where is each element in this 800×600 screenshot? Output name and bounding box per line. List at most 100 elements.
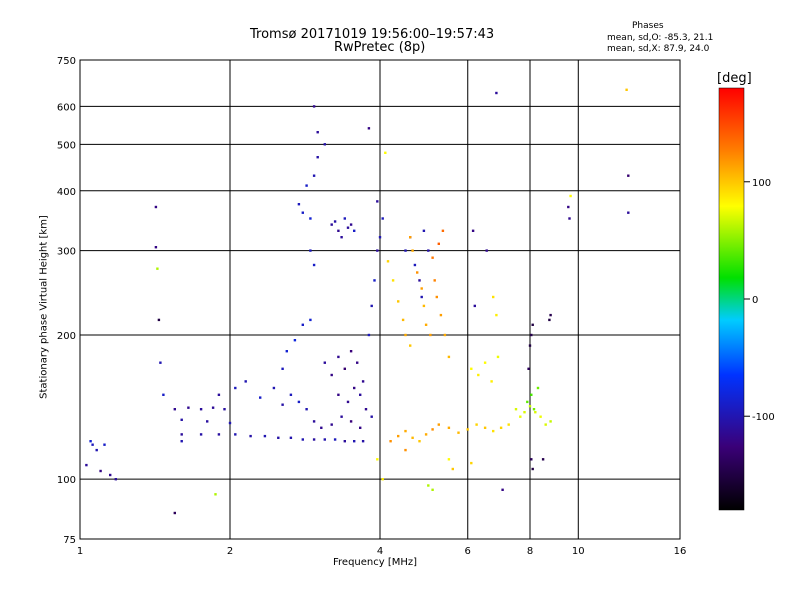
data-point bbox=[99, 469, 102, 473]
data-point bbox=[259, 396, 262, 399]
data-point bbox=[433, 279, 436, 282]
phases-o-mode-stats: mean, sd,O: -85.3, 21.1 bbox=[607, 33, 714, 43]
x-tick-label: 4 bbox=[377, 546, 383, 557]
y-tick-label: 500 bbox=[57, 140, 76, 151]
data-point bbox=[337, 355, 340, 359]
x-tick-label: 10 bbox=[572, 546, 585, 557]
y-tick-label: 400 bbox=[57, 187, 76, 198]
data-point bbox=[397, 300, 400, 303]
data-point bbox=[627, 211, 630, 214]
data-point bbox=[429, 333, 432, 337]
data-point bbox=[180, 418, 183, 421]
data-point bbox=[495, 313, 498, 317]
chart-title: Tromsø 20171019 19:56:00–19:57:43 bbox=[250, 27, 495, 42]
data-point bbox=[337, 229, 340, 232]
data-point bbox=[316, 131, 319, 134]
data-point bbox=[466, 428, 469, 431]
data-point bbox=[103, 443, 106, 446]
data-point bbox=[353, 386, 356, 390]
data-point bbox=[424, 433, 428, 436]
data-point bbox=[333, 438, 337, 441]
phases-x-mode-stats: mean, sd,X: 87.9, 24.0 bbox=[607, 44, 710, 54]
data-point bbox=[343, 440, 346, 443]
data-point bbox=[627, 174, 630, 177]
data-point bbox=[437, 242, 440, 245]
colorbar-tick-label: -100 bbox=[752, 412, 775, 423]
data-point bbox=[526, 400, 529, 404]
data-point bbox=[416, 271, 419, 274]
data-point bbox=[361, 380, 365, 383]
data-point bbox=[199, 408, 203, 411]
data-point bbox=[447, 355, 451, 359]
x-axis-label: Frequency [MHz] bbox=[333, 557, 418, 568]
y-axis-ticks: 75 100 200 300 400 500 600 750 bbox=[57, 56, 76, 546]
data-point bbox=[483, 361, 487, 364]
data-point bbox=[397, 434, 400, 438]
data-point bbox=[530, 458, 533, 461]
data-point bbox=[272, 386, 276, 390]
data-point bbox=[297, 400, 301, 404]
data-point bbox=[457, 431, 460, 434]
data-point bbox=[312, 420, 316, 423]
data-point bbox=[389, 440, 392, 443]
plot-frame bbox=[79, 59, 681, 540]
data-point bbox=[154, 246, 158, 249]
data-point bbox=[530, 393, 533, 396]
data-point bbox=[376, 458, 379, 461]
data-point bbox=[431, 256, 434, 259]
y-tick-label: 200 bbox=[57, 331, 76, 342]
data-point bbox=[567, 205, 570, 209]
data-point bbox=[548, 318, 551, 322]
data-point bbox=[91, 443, 94, 446]
data-point bbox=[312, 438, 316, 441]
data-point bbox=[501, 488, 504, 491]
data-point bbox=[364, 408, 368, 411]
data-point bbox=[528, 405, 532, 408]
data-point bbox=[420, 295, 423, 299]
data-point bbox=[323, 143, 326, 146]
data-point bbox=[477, 373, 480, 377]
colorbar-ticks: 100 0 -100 bbox=[744, 178, 775, 423]
data-point bbox=[541, 458, 545, 461]
data-point bbox=[349, 420, 353, 423]
data-point bbox=[404, 448, 407, 452]
data-point bbox=[293, 339, 297, 342]
data-point bbox=[356, 361, 359, 364]
data-point bbox=[376, 200, 379, 203]
data-point bbox=[330, 423, 333, 426]
data-point bbox=[361, 440, 365, 443]
y-tick-label: 100 bbox=[57, 475, 76, 486]
data-point bbox=[312, 105, 316, 108]
data-point bbox=[187, 406, 190, 409]
data-point bbox=[373, 279, 376, 282]
data-point bbox=[569, 194, 572, 198]
data-point bbox=[297, 203, 301, 206]
data-point bbox=[413, 263, 417, 267]
data-point bbox=[404, 333, 407, 337]
data-point bbox=[349, 223, 353, 226]
data-point bbox=[277, 436, 280, 439]
data-point bbox=[95, 448, 98, 452]
data-point bbox=[439, 313, 443, 317]
data-point bbox=[223, 408, 226, 411]
data-point bbox=[549, 420, 552, 423]
data-point bbox=[431, 428, 434, 431]
x-axis-ticks: 1 2 4 6 8 10 16 bbox=[77, 546, 687, 557]
data-point bbox=[367, 127, 371, 130]
data-point bbox=[157, 318, 161, 322]
data-point bbox=[301, 438, 304, 441]
data-point bbox=[427, 249, 430, 252]
data-point bbox=[492, 295, 495, 299]
data-point bbox=[495, 91, 498, 95]
data-point bbox=[309, 249, 312, 252]
data-point bbox=[420, 287, 423, 290]
phases-heading: Phases bbox=[632, 21, 664, 31]
colorbar-tick-label: 100 bbox=[752, 178, 771, 189]
data-point bbox=[343, 367, 346, 370]
data-point bbox=[418, 440, 421, 443]
data-point bbox=[431, 488, 434, 491]
data-point bbox=[473, 304, 476, 308]
data-point bbox=[337, 393, 340, 396]
data-point bbox=[367, 333, 371, 337]
data-point bbox=[217, 393, 221, 396]
